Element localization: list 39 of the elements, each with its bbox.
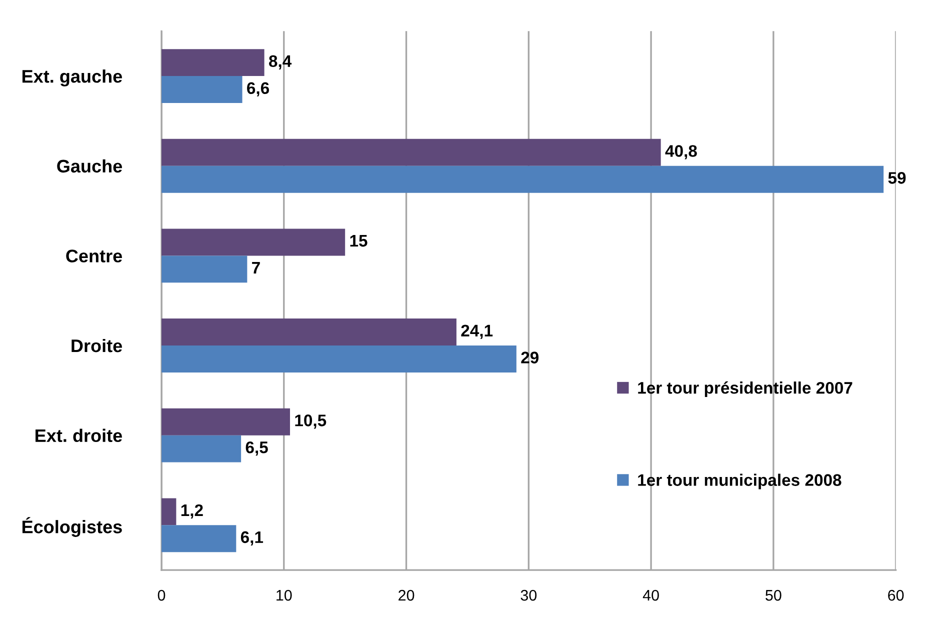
y-tick-label: Centre [66, 250, 122, 262]
bar [162, 408, 290, 436]
bar [162, 76, 242, 104]
x-tick-label: 60 [888, 590, 904, 601]
data-label: 8,4 [269, 55, 292, 70]
y-tick-label: Gauche [57, 159, 122, 173]
x-tick-label: 20 [398, 590, 414, 601]
bar [162, 498, 176, 526]
bar [162, 228, 346, 256]
x-tick-label: 10 [276, 590, 292, 601]
data-label: 1,2 [181, 504, 203, 519]
data-label: 6,6 [247, 82, 270, 96]
legend-label: 1er tour municipales 2008 [638, 474, 842, 490]
data-label: 15 [350, 235, 368, 247]
data-label: 59 [888, 172, 906, 184]
bar [162, 346, 516, 372]
data-label: 10,5 [295, 414, 326, 429]
data-label: 29 [521, 352, 539, 364]
bar [162, 166, 884, 193]
x-tick-label: 0 [158, 590, 166, 601]
x-tick-label: 50 [766, 590, 782, 601]
data-label: 24,1 [461, 324, 493, 339]
bar [162, 49, 264, 76]
y-tick-label: Écologistes [22, 517, 122, 537]
data-label: 40,8 [665, 145, 697, 160]
data-label: 6,5 [246, 441, 268, 456]
data-label: 7 [252, 262, 260, 274]
y-tick-label: Ext. gauche [22, 70, 122, 86]
bar [162, 138, 661, 166]
y-tick-label: Droite [72, 338, 122, 352]
bar [162, 525, 236, 552]
legend-label: 1er tour présidentielle 2007 [638, 381, 852, 398]
data-label: 6,1 [240, 531, 264, 546]
bar [162, 318, 456, 346]
x-tick-label: 30 [520, 590, 537, 601]
bar [162, 435, 242, 462]
x-tick-label: 40 [642, 590, 659, 601]
bar [162, 256, 248, 283]
y-tick-label: Ext. droite [36, 428, 122, 442]
